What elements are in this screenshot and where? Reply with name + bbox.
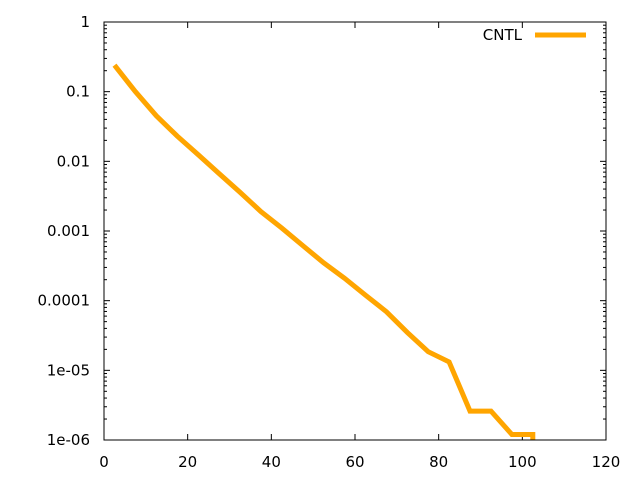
plot-frame [103,21,607,441]
legend: CNTL [483,26,586,44]
y-tick-label: 0.01 [57,152,90,170]
axis-tick-labels: 0 20 40 60 80 100 120 1 0.1 0.01 0.001 0.0001 1e-05 1… [38,13,621,471]
y-tick-label: 1 [80,13,90,31]
x-tick-label: 60 [345,453,364,471]
y-tick-label: 1e-05 [47,361,90,379]
series-layer [112,63,536,440]
y-tick-label: 1e-06 [47,431,90,449]
x-tick-label: 80 [429,453,448,471]
x-tick-label: 0 [99,453,109,471]
x-tick-label: 20 [178,453,197,471]
x-tick-label: 100 [508,453,537,471]
y-tick-label: 0.1 [66,83,90,101]
x-tick-label: 40 [262,453,281,471]
y-tick-label: 0.001 [47,222,90,240]
legend-label: CNTL [483,26,523,44]
x-tick-label: 120 [592,453,621,471]
y-tick-label: 0.0001 [38,292,91,310]
series-line-cntl [112,63,536,440]
